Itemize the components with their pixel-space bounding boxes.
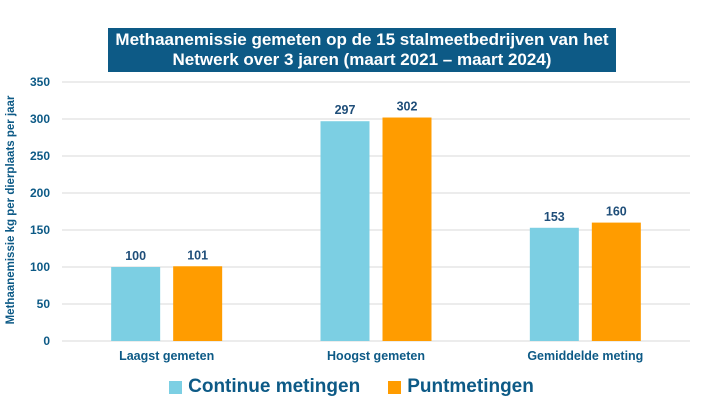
bars xyxy=(111,117,641,342)
y-axis-ticks: 0 50 100 150 200 250 300 350 xyxy=(30,75,50,348)
legend-item-continue: Continue metingen xyxy=(169,376,360,398)
bar-punt-2 xyxy=(591,222,641,341)
legend: Continue metingen Puntmetingen xyxy=(0,376,703,398)
y-tick-label: 0 xyxy=(43,334,50,348)
legend-item-punt: Puntmetingen xyxy=(388,376,534,398)
y-tick-label: 200 xyxy=(30,186,50,200)
y-tick-label: 250 xyxy=(30,149,50,163)
chart-title-line-2: Netwerk over 3 jaren (maart 2021 – maart… xyxy=(172,50,552,69)
x-axis-categories: Laagst gemeten Hoogst gemeten Gemiddelde m… xyxy=(119,349,643,363)
data-label: 160 xyxy=(606,205,627,219)
bar-punt-1 xyxy=(382,117,432,342)
y-tick-label: 150 xyxy=(30,223,50,237)
y-tick-label: 50 xyxy=(37,297,51,311)
x-category-label: Hoogst gemeten xyxy=(327,349,425,363)
legend-label-continue: Continue metingen xyxy=(188,376,361,397)
x-category-label: Laagst gemeten xyxy=(119,349,214,363)
data-label: 100 xyxy=(125,249,146,263)
data-labels: 100 101 297 302 153 160 xyxy=(125,100,627,263)
data-label: 302 xyxy=(397,100,418,114)
chart-title-line-1: Methaanemissie gemeten op de 15 stalmeet… xyxy=(115,30,609,49)
y-tick-label: 100 xyxy=(30,260,50,274)
legend-label-punt: Puntmetingen xyxy=(407,376,534,397)
bar-punt-0 xyxy=(173,266,223,341)
y-tick-label: 300 xyxy=(30,112,50,126)
data-label: 101 xyxy=(187,248,208,262)
data-label: 153 xyxy=(544,210,565,224)
data-label: 297 xyxy=(335,103,356,117)
bar-continue-1 xyxy=(320,121,370,341)
y-tick-label: 350 xyxy=(30,75,50,89)
bar-continue-0 xyxy=(111,267,161,341)
legend-swatch-punt xyxy=(388,380,402,394)
grid-lines xyxy=(62,81,690,342)
y-axis-label: Methaanemissie kg per dierplaats per jaa… xyxy=(5,95,17,324)
x-category-label: Gemiddelde meting xyxy=(527,349,643,363)
bar-continue-2 xyxy=(529,227,579,341)
chart-title: Methaanemissie gemeten op de 15 stalmeet… xyxy=(108,28,616,72)
legend-swatch-continue xyxy=(169,380,183,394)
